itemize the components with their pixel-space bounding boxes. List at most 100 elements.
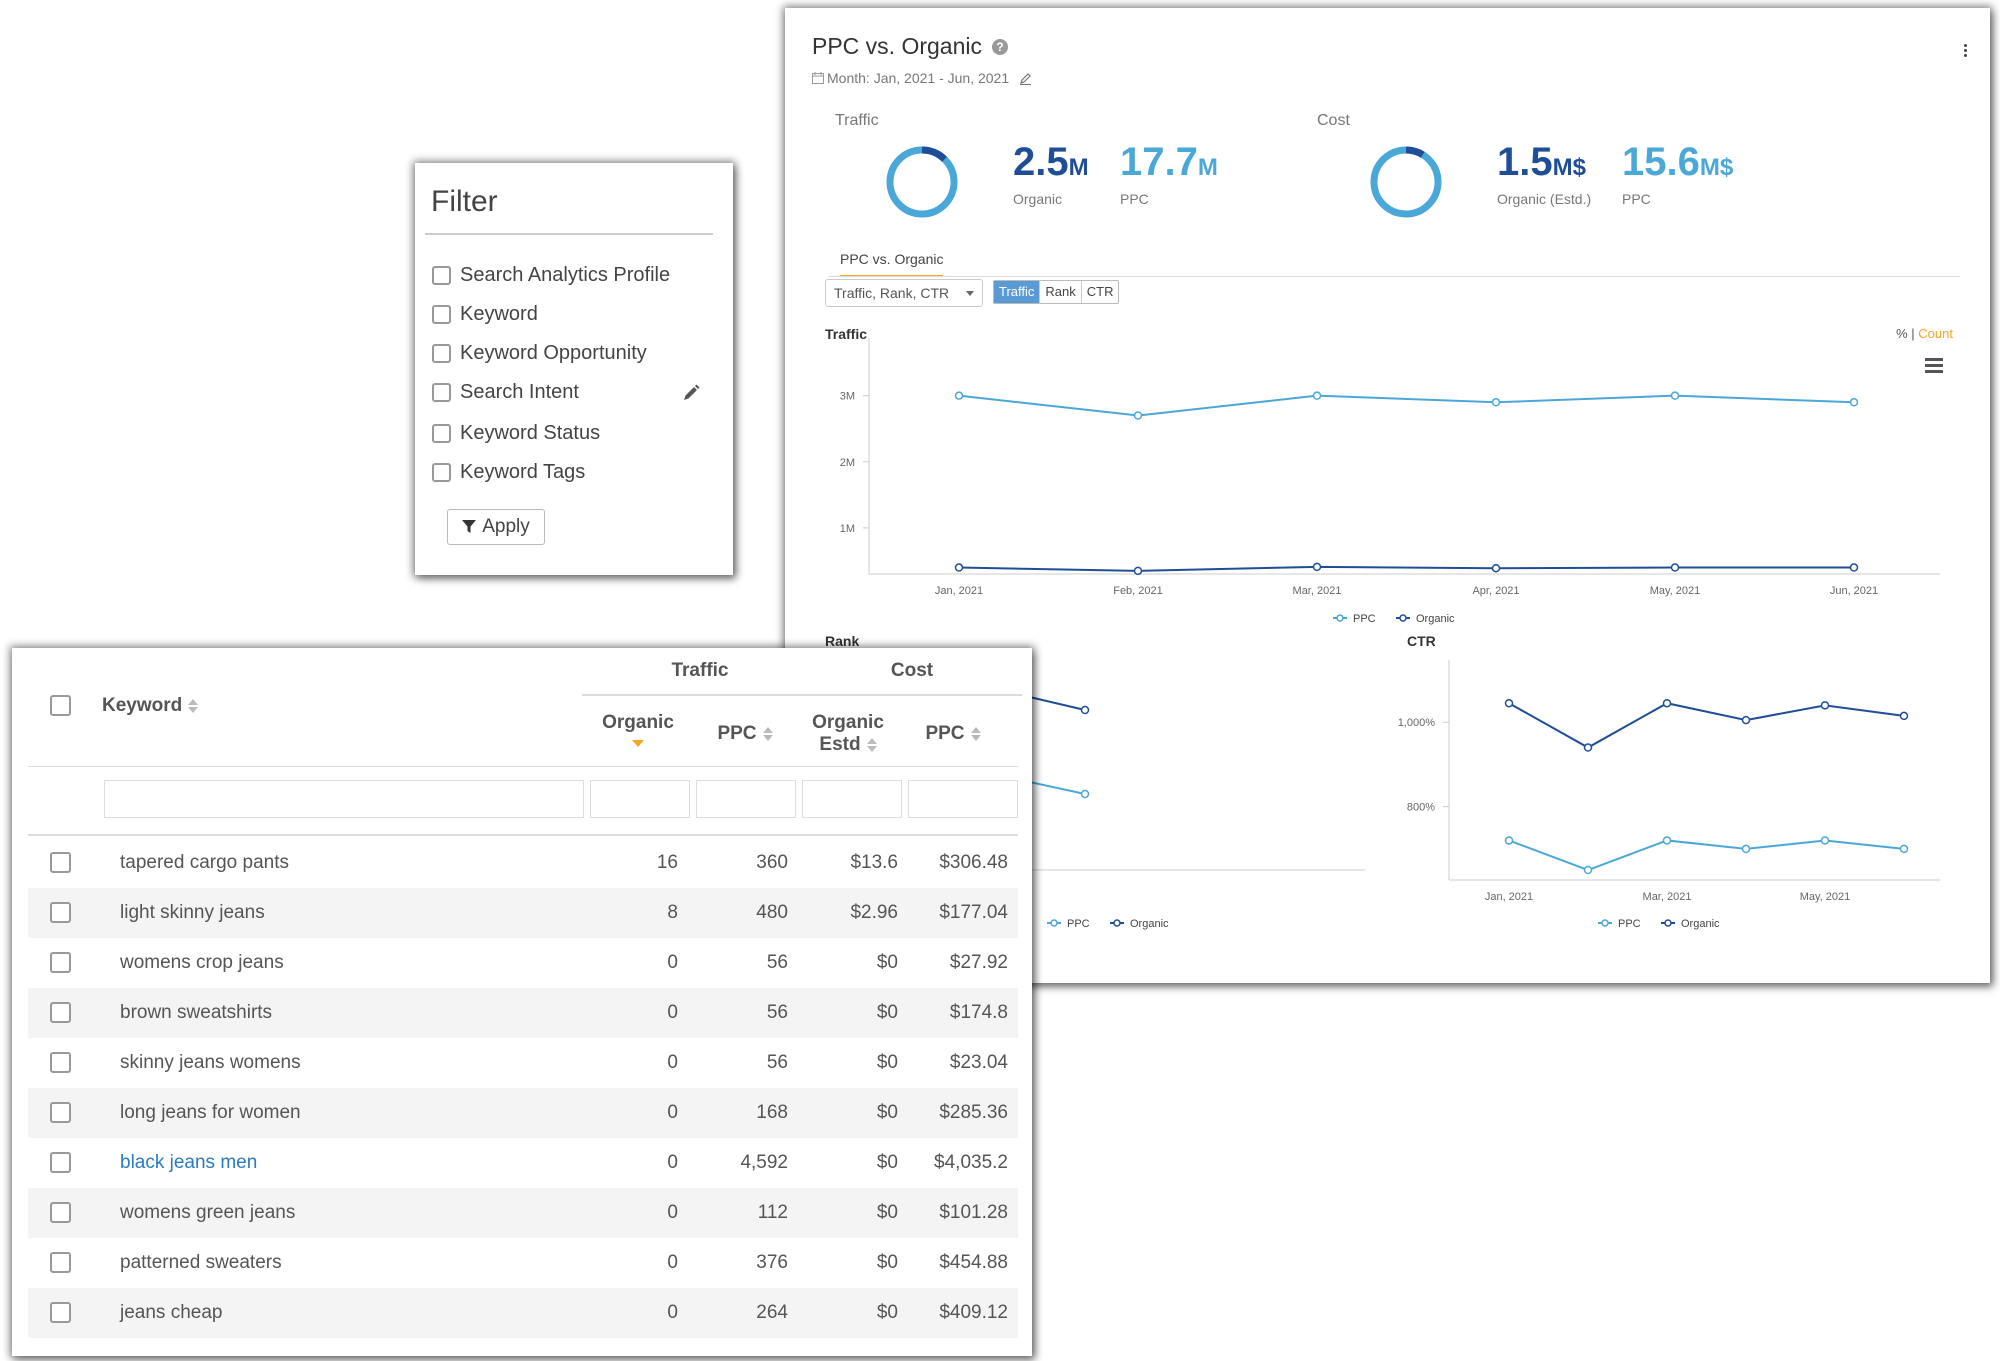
- metric-select[interactable]: Traffic, Rank, CTR: [825, 279, 983, 307]
- row-checkbox[interactable]: [50, 1152, 71, 1173]
- col-cost-ppc-label: PPC: [925, 723, 965, 744]
- filter-item-search-analytics-profile[interactable]: Search Analytics Profile: [432, 260, 670, 290]
- cost-ppc-filter-input[interactable]: [908, 780, 1018, 818]
- traffic-organic-cell: 8: [667, 902, 678, 923]
- cost-ppc-unit: M$: [1699, 154, 1734, 181]
- ppc-filter-input[interactable]: [696, 780, 796, 818]
- table-row[interactable]: long jeans for women 0 168 $0 $285.36: [28, 1088, 1018, 1138]
- row-checkbox[interactable]: [50, 952, 71, 973]
- filter-checkbox[interactable]: [432, 382, 451, 402]
- filter-row-divider: [28, 834, 1018, 836]
- table-row[interactable]: light skinny jeans 8 480 $2.96 $177.04: [28, 888, 1018, 938]
- keyword-filter-input[interactable]: [104, 780, 584, 818]
- row-checkbox[interactable]: [50, 1302, 71, 1323]
- legend-marker-ppc: [1336, 614, 1344, 622]
- cost-organic-cell: $0: [876, 952, 898, 973]
- ctr-line-chart: 800% 1,000% Jan, 2021 Mar, 2021 May, 2021 PPC…: [1398, 660, 1940, 930]
- cost-ppc-cell: $23.04: [949, 1052, 1008, 1073]
- table-row[interactable]: womens crop jeans 0 56 $0 $27.92: [28, 938, 1018, 988]
- tab-ppc-vs-organic[interactable]: PPC vs. Organic: [840, 251, 944, 277]
- table-row[interactable]: tapered cargo pants 16 360 $13.6 $306.48: [28, 838, 1018, 888]
- percent-toggle[interactable]: %: [1896, 326, 1908, 341]
- row-checkbox[interactable]: [50, 1052, 71, 1073]
- filter-checkbox[interactable]: [432, 343, 451, 363]
- row-checkbox[interactable]: [50, 852, 71, 873]
- col-organic-estd-line2: Estd: [798, 734, 898, 756]
- cost-ppc-cell: $27.92: [949, 952, 1008, 973]
- organic-filter-input[interactable]: [590, 780, 690, 818]
- cost-ppc-cell: $101.28: [939, 1202, 1008, 1223]
- col-header-cost-ppc[interactable]: PPC: [908, 723, 998, 745]
- keyword-cell: womens green jeans: [120, 1202, 296, 1223]
- table-row[interactable]: skinny jeans womens 0 56 $0 $23.04: [28, 1038, 1018, 1088]
- row-checkbox[interactable]: [50, 1102, 71, 1123]
- ctr-chart-title: CTR: [1407, 633, 1436, 649]
- col-header-traffic-ppc[interactable]: PPC: [700, 723, 790, 745]
- x-tick-label: May, 2021: [1650, 585, 1701, 597]
- row-checkbox[interactable]: [50, 1252, 71, 1273]
- filter-item-keyword-tags[interactable]: Keyword Tags: [432, 457, 585, 487]
- edit-date-icon[interactable]: [1019, 72, 1032, 85]
- traffic-ppc-cell: 168: [756, 1102, 788, 1123]
- table-row[interactable]: jeans cheap 0 264 $0 $409.12: [28, 1288, 1018, 1338]
- table-row[interactable]: black jeans men 0 4,592 $0 $4,035.2: [28, 1138, 1018, 1188]
- table-row[interactable]: patterned sweaters 0 376 $0 $454.88: [28, 1238, 1018, 1288]
- pencil-icon[interactable]: [681, 383, 701, 403]
- legend-label-ppc: PPC: [1067, 918, 1090, 930]
- x-tick-label: Mar, 2021: [1643, 891, 1692, 903]
- data-point-organic: [1491, 563, 1501, 573]
- data-point-ppc: [1312, 391, 1322, 400]
- filter-checkbox[interactable]: [432, 423, 451, 443]
- row-checkbox[interactable]: [50, 1002, 71, 1023]
- traffic-organic-cell: 0: [667, 1002, 678, 1023]
- traffic-ppc-number: 17.7: [1120, 140, 1198, 184]
- cost-ppc-cell: $285.36: [939, 1102, 1008, 1123]
- cost-ppc-cell: $306.48: [939, 852, 1008, 873]
- col-keyword-label: Keyword: [102, 695, 183, 716]
- col-header-traffic-organic[interactable]: Organic: [600, 712, 676, 747]
- filter-item-keyword[interactable]: Keyword: [432, 299, 538, 329]
- legend-marker-organic: [1399, 614, 1407, 622]
- data-point-ppc: [1849, 398, 1859, 407]
- organic-estd-filter-input[interactable]: [802, 780, 902, 818]
- table-row[interactable]: womens green jeans 0 112 $0 $101.28: [28, 1188, 1018, 1238]
- row-checkbox[interactable]: [50, 902, 71, 923]
- donut-organic-segment: [886, 146, 958, 218]
- group-header-traffic: Traffic: [671, 660, 729, 681]
- help-icon[interactable]: ?: [992, 39, 1008, 55]
- rank-button[interactable]: Rank: [1039, 281, 1080, 303]
- filter-item-search-intent[interactable]: Search Intent: [432, 377, 579, 407]
- traffic-button[interactable]: Traffic: [994, 281, 1040, 303]
- data-point-organic: [1820, 701, 1830, 710]
- legend-marker-ppc: [1050, 919, 1058, 927]
- filter-checkbox[interactable]: [432, 265, 451, 285]
- filter-item-keyword-status[interactable]: Keyword Status: [432, 418, 600, 448]
- legend-label-organic: Organic: [1416, 613, 1455, 625]
- traffic-kpi-label: Traffic: [835, 112, 879, 129]
- table-row[interactable]: brown sweatshirts 0 56 $0 $174.8: [28, 988, 1018, 1038]
- filter-checkbox[interactable]: [432, 304, 451, 324]
- cost-organic-cell: $2.96: [850, 902, 898, 923]
- col-header-cost-organic-estd[interactable]: Organic Estd: [798, 712, 898, 756]
- filter-item-keyword-opportunity[interactable]: Keyword Opportunity: [432, 338, 647, 368]
- ctr-button[interactable]: CTR: [1080, 281, 1119, 303]
- y-tick-label: 3M: [840, 391, 855, 403]
- metric-button-group: Traffic Rank CTR: [993, 280, 1120, 304]
- more-options-icon[interactable]: [1962, 42, 1968, 59]
- count-toggle[interactable]: Count: [1918, 326, 1953, 341]
- data-point-ppc: [1820, 836, 1830, 845]
- traffic-organic-cell: 0: [667, 952, 678, 973]
- col-header-keyword[interactable]: Keyword: [102, 695, 199, 717]
- select-all-checkbox[interactable]: [50, 695, 71, 716]
- legend-marker-organic: [1113, 919, 1121, 927]
- legend-marker-organic: [1664, 919, 1672, 927]
- y-tick-label: 1,000%: [1398, 717, 1436, 729]
- apply-button[interactable]: Apply: [447, 509, 545, 545]
- cost-organic-cell: $0: [876, 1202, 898, 1223]
- row-checkbox[interactable]: [50, 1202, 71, 1223]
- filter-item-label: Search Intent: [460, 380, 579, 403]
- chart-menu-icon[interactable]: [1925, 358, 1943, 376]
- keyword-cell[interactable]: black jeans men: [120, 1152, 258, 1173]
- filter-checkbox[interactable]: [432, 462, 451, 482]
- legend-label-organic: Organic: [1130, 918, 1169, 930]
